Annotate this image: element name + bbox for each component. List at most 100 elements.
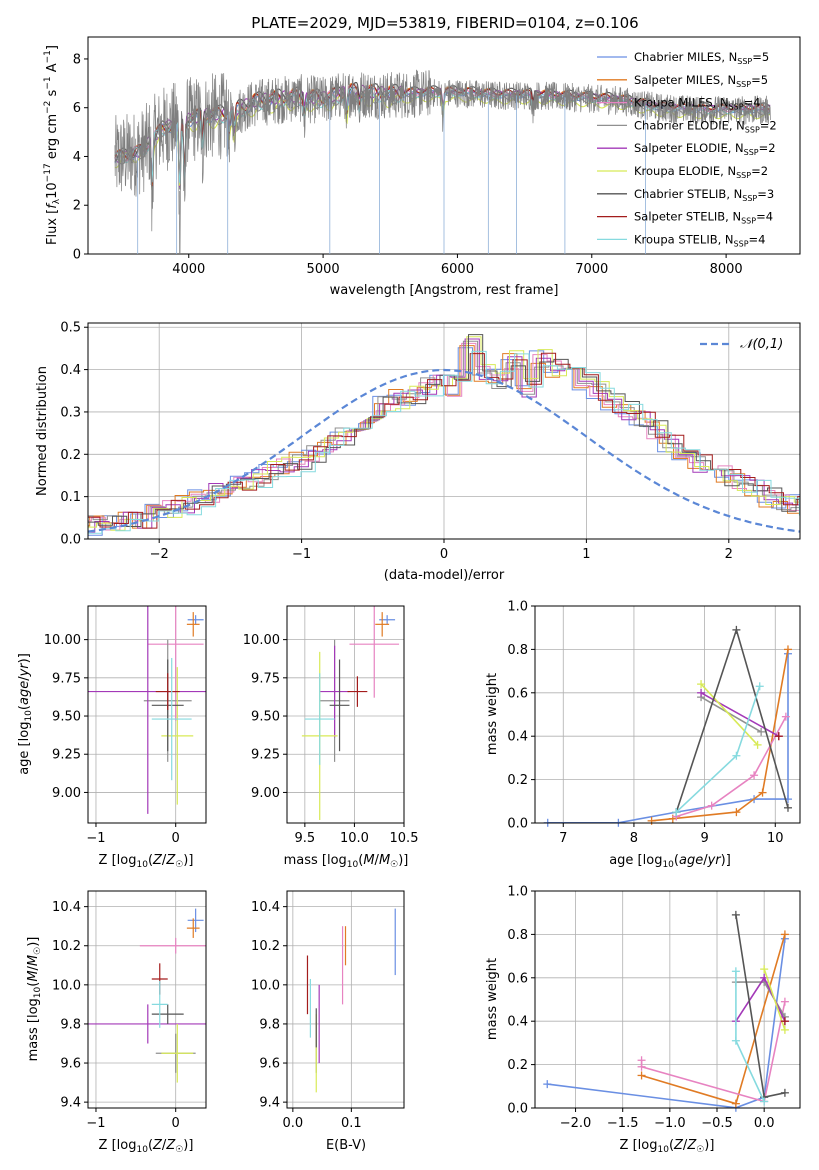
age-vs-mass-ytick-label: 9.50 <box>251 710 280 725</box>
gaussian-legend-label: 𝒩(0,1) <box>740 337 783 352</box>
spectrum-xtick-label: 6000 <box>441 262 474 277</box>
mass-vs-ebv-ytick-label: 9.4 <box>259 1096 280 1111</box>
weight-vs-age-ytick-label: 0.4 <box>507 730 528 745</box>
weight-vs-age-ytick-label: 1.0 <box>507 600 528 615</box>
weight-vs-z-xtick-label: 0.0 <box>754 1116 775 1131</box>
legend-label-chabrier-miles: Chabrier MILES, NSSP=5 <box>634 50 769 66</box>
line-kroupa-elodie <box>700 683 759 746</box>
mass-vs-z-ytick-label: 10.2 <box>52 939 81 954</box>
residual-content: −2 −1 0 1 2 0.0 0.1 0.2 0.3 0.4 0.5 <box>60 321 800 562</box>
residual-ytick-label: 0.4 <box>60 363 81 378</box>
residual-ytick-label: 0.1 <box>60 490 81 505</box>
residual-ylabel: Normed distribution <box>35 366 50 496</box>
legend-label-salpeter-stelib: Salpeter STELIB, NSSP=4 <box>634 210 773 226</box>
age-vs-z-panel: −1 0 9.00 9.25 9.50 9.75 10.00 Z [log10(Z/Z☉)]… <box>17 605 207 870</box>
age-vs-z-ylabel: age [log10(age/yr)] <box>17 653 34 775</box>
age-vs-z-ytick-label: 9.25 <box>52 748 81 763</box>
mass-vs-z-content: −1 0 9.4 9.6 9.8 10.0 10.2 10.4 <box>52 891 206 1131</box>
weight-vs-age-ytick-label: 0.0 <box>507 817 528 832</box>
residual-ytick-label: 0.0 <box>60 533 81 548</box>
legend-count: =4 <box>756 210 773 224</box>
legend-label-chabrier-stelib: Chabrier STELIB, NSSP=3 <box>634 187 774 203</box>
mass-vs-z-xtick-label: −1 <box>86 1116 105 1131</box>
gaussian-curve <box>88 368 800 533</box>
weight-vs-age-panel: 7 8 9 10 0.0 0.2 0.4 0.6 0.8 1.0 age [log10(age/y… <box>485 600 801 870</box>
weight-vs-z-xlabel: Z [log10(Z/Z☉)] <box>620 1138 715 1155</box>
legend-subscript: SSP <box>736 171 751 180</box>
residual-ytick-label: 0.2 <box>60 448 81 463</box>
weight-vs-age-xtick-label: 10 <box>767 831 784 846</box>
weight-vs-z-axes <box>534 890 801 1109</box>
spectrum-ytick-label: 2 <box>73 199 81 214</box>
age-vs-z-xtick-label: −1 <box>86 831 105 846</box>
legend-label-kroupa-miles: Kroupa MILES, NSSP=4 <box>634 96 760 112</box>
age-vs-z-ytick-label: 9.00 <box>52 786 81 801</box>
weight-vs-age-xtick-label: 8 <box>630 831 638 846</box>
line-kroupa-stelib <box>675 686 761 813</box>
age-vs-mass-xlabel: mass [log10(M/M☉)] <box>284 853 409 870</box>
age-vs-z-xtick-label: 0 <box>172 831 180 846</box>
legend-label-salpeter-miles: Salpeter MILES, NSSP=5 <box>634 73 768 89</box>
residual-xtick-label: −1 <box>292 547 311 562</box>
residual-xtick-label: 2 <box>725 547 733 562</box>
weight-vs-age-xlabel: age [log10(age/yr)] <box>609 853 731 870</box>
mass-vs-z-ytick-label: 9.4 <box>60 1096 81 1111</box>
mass-vs-z-axes <box>87 890 207 1109</box>
residual-xtick-label: 0 <box>440 547 448 562</box>
mass-vs-z-ytick-label: 9.6 <box>60 1057 81 1072</box>
spectrum-panel: 4000 5000 6000 7000 8000 0 2 4 6 8 wavelength [An… <box>43 36 801 298</box>
weight-vs-z-content: −2.0 −1.5 −1.0 −0.5 0.0 0.0 0.2 0.4 0.6 0.8 1.0 <box>507 885 800 1131</box>
age-vs-mass-ytick-label: 9.25 <box>251 748 280 763</box>
legend-count: =2 <box>759 141 776 155</box>
legend-count: =5 <box>751 73 768 87</box>
figure-title: PLATE=2029, MJD=53819, FIBERID=0104, z=0… <box>251 14 638 32</box>
age-vs-mass-ytick-label: 9.75 <box>251 671 280 686</box>
weight-vs-z-ytick-label: 0.6 <box>507 971 528 986</box>
mass-vs-z-xlabel: Z [log10(Z/Z☉)] <box>99 1138 194 1155</box>
age-vs-z-ytick-label: 9.75 <box>52 671 81 686</box>
legend-label-salpeter-elodie: Salpeter ELODIE, NSSP=2 <box>634 141 776 157</box>
age-vs-mass-content: 9.5 10.0 10.5 9.00 9.25 9.50 9.75 10.00 <box>243 606 419 846</box>
weight-vs-age-axes <box>534 605 801 824</box>
mass-vs-ebv-ytick-label: 10.2 <box>251 939 280 954</box>
age-vs-z-content: −1 0 9.00 9.25 9.50 9.75 10.00 <box>44 606 206 846</box>
hist-kroupa-stelib <box>88 350 800 534</box>
weight-vs-age-xtick-label: 7 <box>559 831 567 846</box>
hist-salpeter-stelib <box>88 352 800 529</box>
legend-subscript: SSP <box>734 239 749 248</box>
mass-vs-ebv-axes <box>286 890 405 1109</box>
weight-vs-age-content: 7 8 9 10 0.0 0.2 0.4 0.6 0.8 1.0 <box>507 600 800 846</box>
legend-count: =3 <box>757 187 774 201</box>
spectrum-legend: Chabrier MILES, NSSP=5 Salpeter MILES, NS… <box>597 50 777 248</box>
spectrum-ytick-label: 6 <box>73 101 81 116</box>
legend-subscript: SSP <box>729 103 744 112</box>
mass-vs-ebv-xlabel: E(B-V) <box>326 1138 366 1153</box>
legend-subscript: SSP <box>736 80 751 89</box>
mass-vs-ebv-ytick-label: 10.4 <box>251 900 280 915</box>
age-vs-mass-xtick-label: 10.5 <box>390 831 419 846</box>
residual-ytick-label: 0.5 <box>60 321 81 336</box>
legend-count: =4 <box>744 96 761 110</box>
weight-vs-z-xtick-label: −1.0 <box>654 1116 686 1131</box>
spectrum-xtick-label: 4000 <box>172 262 205 277</box>
weight-vs-age-ytick-label: 0.2 <box>507 773 528 788</box>
age-vs-z-axes <box>87 605 207 824</box>
age-vs-z-ytick-label: 9.50 <box>52 710 81 725</box>
line-chabrier-stelib <box>675 627 789 813</box>
weight-vs-age-ylabel: mass weight <box>485 673 500 755</box>
spectrum-xtick-label: 5000 <box>307 262 340 277</box>
residual-axes <box>87 322 801 540</box>
weight-vs-z-xtick-label: −1.5 <box>607 1116 639 1131</box>
residual-xtick-label: 1 <box>582 547 590 562</box>
mass-vs-z-xtick-label: 0 <box>172 1116 180 1131</box>
line-kroupa-miles <box>640 1001 786 1103</box>
weight-vs-age-xtick-label: 9 <box>700 831 708 846</box>
spectrum-ytick-label: 8 <box>73 52 81 67</box>
legend-subscript: SSP <box>744 148 759 157</box>
hist-kroupa-elodie <box>88 336 800 531</box>
residual-xlabel: (data-model)/error <box>384 568 505 583</box>
weight-vs-z-ytick-label: 1.0 <box>507 885 528 900</box>
legend-count: =2 <box>760 118 777 132</box>
mass-vs-ebv-xtick-label: 0.0 <box>283 1116 304 1131</box>
